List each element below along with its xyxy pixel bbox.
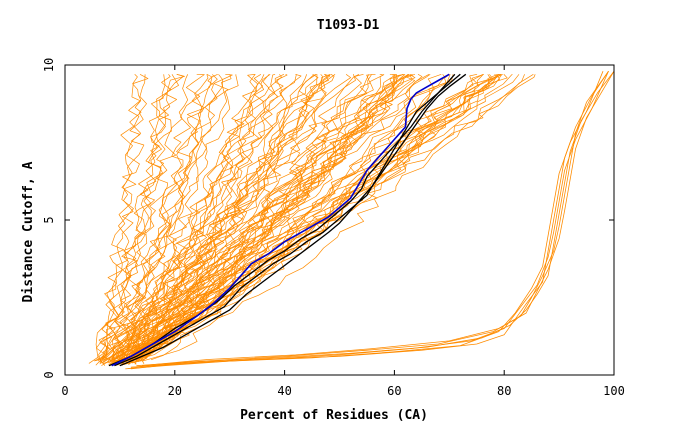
orange-series-line [99,73,149,362]
x-axis-label: Percent of Residues (CA) [240,408,428,423]
y-axis-label: Distance Cutoff, A [21,161,36,302]
plot-area [88,70,615,370]
orange-series-line [132,74,536,364]
highlight-curves [111,73,450,367]
late-series-line [125,71,604,370]
late-model-curves [125,70,615,370]
x-tick-label: 40 [277,384,291,398]
x-tick-label: 0 [61,384,68,398]
orange-series-line [111,73,213,365]
x-axis-ticks: 0 20 40 60 80 100 [61,65,625,398]
orange-series-line [133,74,484,361]
late-series-line [130,71,609,368]
orange-series-line [98,74,166,362]
orange-series-line [121,73,478,366]
y-tick-label: 0 [42,371,56,378]
orange-series-line [131,73,442,362]
y-axis-ticks: 0 5 10 [42,58,614,379]
orange-series-line [126,74,372,361]
orange-series-line [125,73,360,361]
x-tick-label: 80 [497,384,511,398]
orange-series-line [122,73,484,363]
orange-series-line [106,73,331,363]
y-tick-label: 10 [42,58,56,72]
orange-series-line [120,73,285,361]
orange-series-line [109,74,271,363]
orange-series-line [99,74,335,365]
orange-series-line [102,74,232,362]
orange-series-line [132,74,534,362]
late-series-line [141,70,615,367]
orange-series-line [121,74,308,360]
orange-series-line [118,73,484,366]
highlight-series-line [111,73,450,367]
x-tick-label: 20 [168,384,182,398]
chart-title: T1093-D1 [317,18,380,33]
orange-series-line [128,73,404,365]
y-tick-label: 5 [42,216,56,223]
orange-series-line [95,73,233,366]
orange-series-line [139,74,508,362]
orange-series-line [122,73,384,365]
orange-series-line [132,73,498,364]
orange-series-line [103,73,258,361]
late-series-line [136,70,609,367]
orange-series-line [95,74,142,362]
orange-series-line [133,73,503,361]
orange-series-line [128,73,416,365]
orange-series-line [123,73,423,365]
reference-series-line [119,73,467,367]
orange-series-line [116,74,336,363]
orange-series-line [143,74,413,361]
orange-series-line [94,74,147,362]
orange-series-line [142,74,525,362]
orange-series-line [108,73,404,365]
orange-series-line [115,74,297,363]
orange-series-line [111,73,405,364]
orange-model-curves [88,73,536,366]
orange-series-line [123,74,497,365]
orange-series-line [115,74,331,366]
x-tick-label: 60 [387,384,401,398]
orange-series-line [88,73,184,364]
orange-series-line [99,74,172,366]
orange-series-line [102,74,189,364]
orange-series-line [127,73,364,363]
orange-series-line [102,74,218,364]
late-series-line [130,70,609,370]
x-tick-label: 100 [603,384,625,398]
orange-series-line [137,74,445,362]
